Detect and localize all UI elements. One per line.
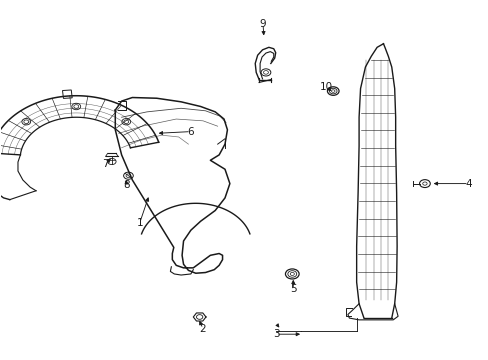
Text: 6: 6	[187, 127, 194, 136]
Text: 5: 5	[289, 284, 296, 294]
Text: 1: 1	[136, 218, 142, 228]
Text: 8: 8	[123, 180, 129, 190]
Text: 10: 10	[319, 82, 332, 92]
Text: 7: 7	[102, 159, 109, 169]
Text: 2: 2	[199, 324, 206, 334]
Text: 4: 4	[465, 179, 471, 189]
Text: 9: 9	[259, 19, 266, 29]
Bar	[62, 90, 72, 98]
Text: 3: 3	[272, 329, 279, 339]
